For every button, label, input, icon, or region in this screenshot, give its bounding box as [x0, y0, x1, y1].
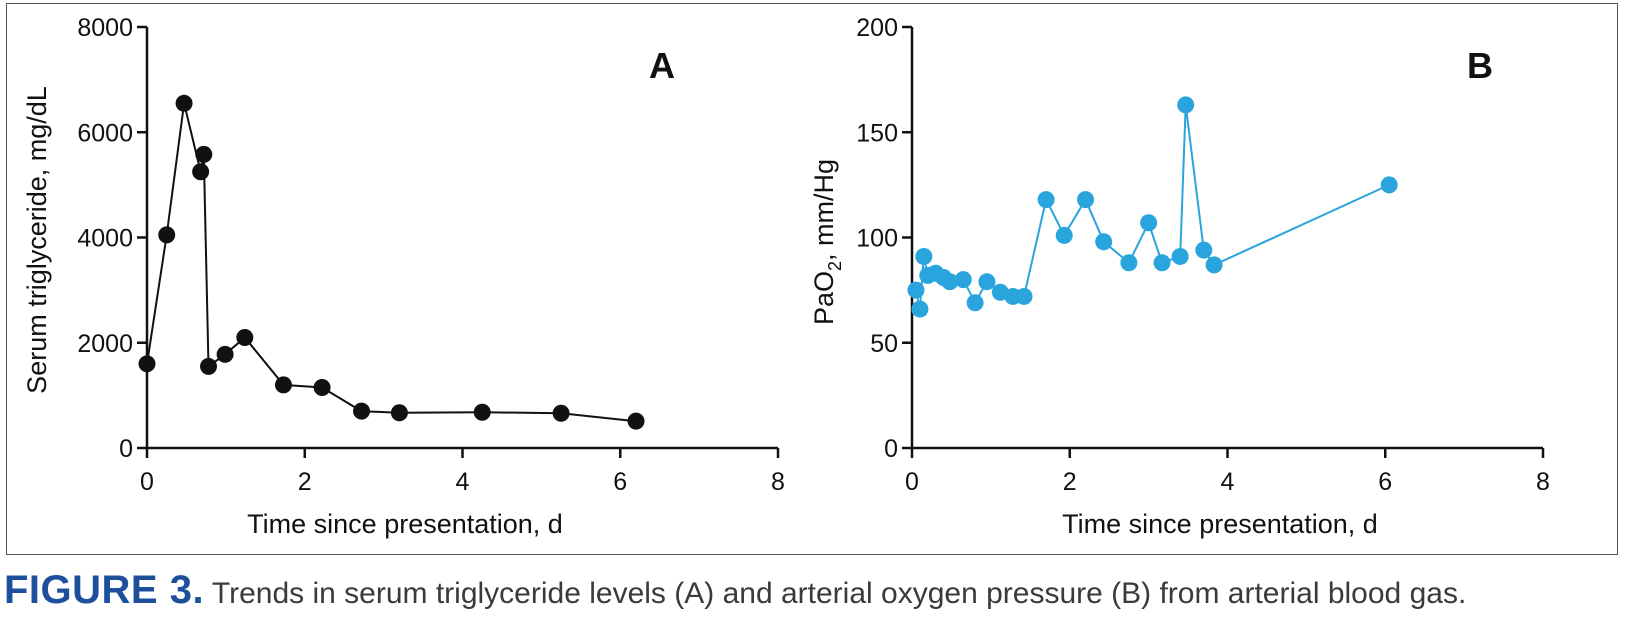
chart-a-x-tick-label: 8 — [771, 468, 785, 496]
chart-b-data-point — [1015, 287, 1033, 305]
chart-b-y-tick-label: 200 — [856, 14, 898, 42]
chart-b-y-label-subscript: 2 — [825, 261, 845, 271]
chart-b-y-label-unit: , mm/Hg — [809, 159, 839, 261]
chart-a-y-label: Serum triglyceride, mg/dL — [22, 86, 52, 394]
chart-a-y-tick-label: 0 — [119, 435, 133, 463]
chart-b-y-tick-label: 0 — [884, 435, 898, 463]
chart-b-data-point — [954, 271, 972, 289]
chart-a-data-point — [274, 376, 292, 394]
chart-b-data-point — [1077, 191, 1095, 209]
chart-a-data-point — [192, 163, 210, 181]
chart-b-data-point — [1205, 256, 1223, 274]
chart-b-data-point — [1171, 247, 1189, 265]
chart-b-data-point — [978, 273, 996, 291]
chart-a-data-point — [353, 402, 371, 420]
chart-b-data-point — [915, 247, 933, 265]
chart-a-data-point — [216, 345, 234, 363]
chart-a-y-tick-label: 4000 — [77, 225, 133, 253]
chart-b-data-point — [941, 273, 959, 291]
figure-caption: FIGURE 3. Trends in serum triglyceride l… — [4, 568, 1624, 613]
chart-a-data-point — [473, 403, 491, 421]
figure-caption-label: FIGURE 3. — [4, 568, 205, 612]
chart-b-y-tick-label: 150 — [856, 119, 898, 147]
chart-b-y-tick-label: 100 — [856, 225, 898, 253]
chart-b-data-point — [907, 281, 925, 299]
chart-b-data-point — [1177, 96, 1195, 114]
chart-b-data-point — [1120, 254, 1138, 272]
chart-b: B 0 50 100 150 200 0 2 4 6 8 Time since presentat… — [809, 14, 1550, 539]
chart-b-data-point — [911, 300, 929, 318]
chart-a-data-point — [627, 412, 645, 430]
chart-a-data-point — [236, 328, 254, 346]
chart-b-data-point — [1095, 233, 1113, 251]
chart-a-y-tick-label: 6000 — [77, 119, 133, 147]
chart-a-data-point — [390, 404, 408, 422]
chart-b-data-point — [1140, 214, 1158, 232]
chart-b-x-label: Time since presentation, d — [1062, 509, 1378, 539]
chart-b-x-tick-label: 4 — [1221, 468, 1235, 496]
chart-b-x-tick-label: 2 — [1063, 468, 1077, 496]
chart-a-data-point — [313, 378, 331, 396]
chart-b-x-tick-label: 6 — [1378, 468, 1392, 496]
chart-a-data-point — [552, 404, 570, 422]
chart-a-data-point — [158, 226, 176, 244]
chart-b-data-point — [1195, 241, 1213, 259]
figure-frame — [6, 3, 1618, 555]
chart-a-x-tick-label: 2 — [298, 468, 312, 496]
chart-b-y-tick-label: 50 — [870, 330, 898, 358]
chart-a-x-tick-label: 0 — [140, 468, 154, 496]
chart-b-x-tick-label: 0 — [905, 468, 919, 496]
chart-a-x-label: Time since presentation, d — [247, 509, 563, 539]
chart-a-data-point — [200, 357, 218, 375]
chart-a-y-tick-label: 2000 — [77, 330, 133, 358]
chart-a: A 0 2000 4000 6000 8000 0 2 4 6 8 Time since pres… — [22, 14, 785, 539]
chart-a-data-point — [195, 145, 213, 163]
chart-b-x-tick-label: 8 — [1536, 468, 1550, 496]
chart-a-panel-label: A — [649, 45, 675, 86]
chart-b-data-point — [1380, 176, 1398, 194]
chart-b-y-label-main: PaO — [809, 271, 839, 325]
chart-a-data-point — [175, 94, 193, 112]
chart-a-x-tick-label: 6 — [613, 468, 627, 496]
chart-a-x-tick-label: 4 — [456, 468, 470, 496]
chart-a-series-line — [146, 103, 637, 423]
chart-b-y-label: PaO2, mm/Hg — [809, 159, 845, 325]
chart-b-data-point — [1153, 254, 1171, 272]
chart-b-data-point — [966, 294, 984, 312]
chart-a-data-point — [138, 355, 156, 373]
chart-b-data-point — [1037, 191, 1055, 209]
figure-caption-text: Trends in serum triglyceride levels (A) … — [204, 577, 1467, 610]
chart-a-y-tick-label: 8000 — [77, 14, 133, 42]
chart-b-data-point — [1055, 226, 1073, 244]
chart-b-panel-label: B — [1467, 45, 1493, 86]
